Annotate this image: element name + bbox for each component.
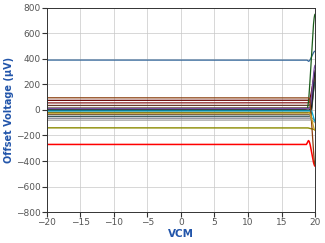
X-axis label: VCM: VCM [168,229,194,239]
Y-axis label: Offset Voltage (µV): Offset Voltage (µV) [4,57,14,163]
